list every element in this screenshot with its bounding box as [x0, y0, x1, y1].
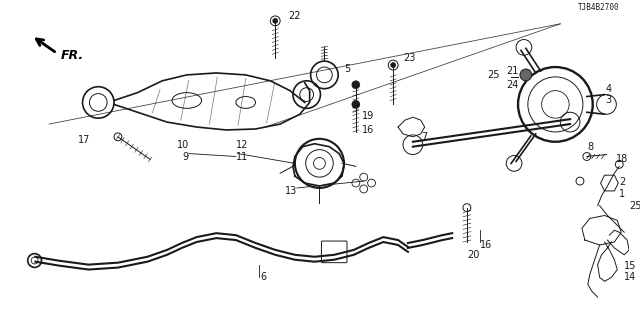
- Text: 9: 9: [182, 151, 189, 162]
- Text: 16: 16: [362, 125, 374, 135]
- Text: 25: 25: [487, 70, 499, 80]
- Text: TJB4B2700: TJB4B2700: [578, 3, 620, 12]
- Text: 15: 15: [624, 260, 637, 271]
- Circle shape: [520, 69, 532, 81]
- Circle shape: [273, 18, 278, 23]
- Text: 19: 19: [362, 111, 374, 121]
- Text: 21: 21: [506, 66, 518, 76]
- Text: 22: 22: [288, 11, 301, 21]
- Text: 8: 8: [588, 142, 594, 152]
- Text: 25: 25: [629, 201, 640, 211]
- Text: 4: 4: [605, 84, 611, 94]
- Text: 24: 24: [506, 80, 518, 90]
- Text: 13: 13: [285, 186, 297, 196]
- Circle shape: [391, 63, 396, 68]
- Text: 6: 6: [260, 272, 267, 283]
- Text: 23: 23: [403, 53, 415, 63]
- Circle shape: [352, 81, 360, 89]
- Text: 10: 10: [177, 140, 189, 150]
- Text: 12: 12: [236, 140, 248, 150]
- Text: 16: 16: [480, 240, 492, 250]
- Text: 5: 5: [344, 64, 350, 74]
- Text: 17: 17: [78, 135, 90, 145]
- Text: FR.: FR.: [61, 49, 84, 62]
- Text: 11: 11: [236, 151, 248, 162]
- Circle shape: [352, 100, 360, 108]
- Text: 7: 7: [420, 132, 427, 142]
- Text: 1: 1: [620, 189, 625, 199]
- Text: 18: 18: [616, 155, 628, 164]
- Text: 3: 3: [605, 95, 611, 106]
- Text: 2: 2: [620, 177, 625, 187]
- Text: 20: 20: [467, 250, 479, 260]
- Text: 14: 14: [624, 272, 636, 283]
